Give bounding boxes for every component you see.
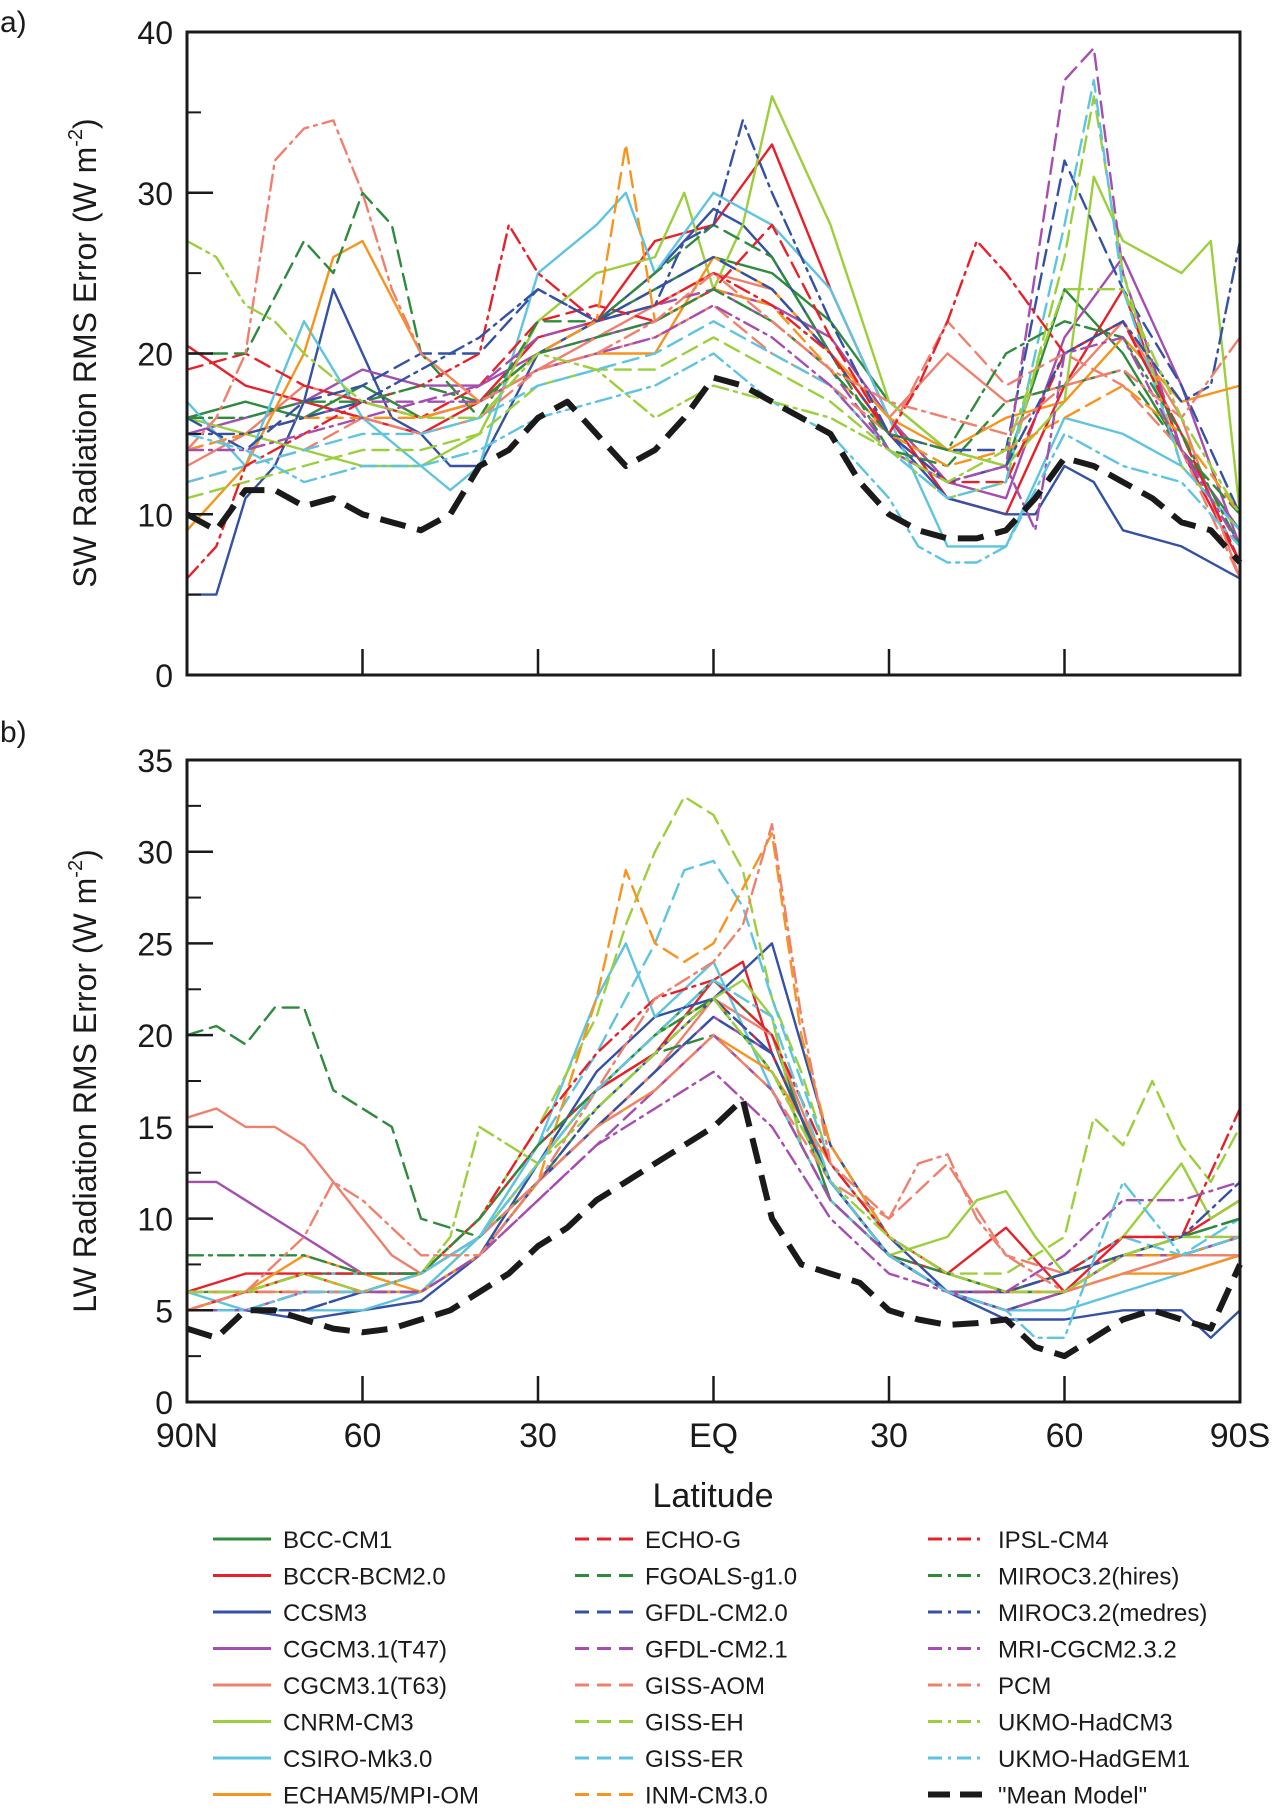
legend-label-giss-eh: GISS-EH <box>645 1710 744 1737</box>
x-tick-label: EQ <box>689 1417 738 1455</box>
series-line-a-giss-aom <box>185 304 1242 580</box>
panel-a: 0 10 20 30 40 SW Radiation RMS Error (W m-2) <box>65 15 1243 694</box>
legend-label-mri-cgcm2-3-2: MRI-CGCM2.3.2 <box>998 1637 1177 1664</box>
legend-label-cgcm3-1-t63: CGCM3.1(T63) <box>283 1673 447 1700</box>
legend-label-mean-model: "Mean Model" <box>998 1783 1147 1810</box>
x-tick-label: 90S <box>1210 1417 1271 1455</box>
y-tick-label-a: 30 <box>137 176 173 212</box>
x-tick-label: 60 <box>1046 1417 1084 1455</box>
y-tick-label-b: 5 <box>155 1293 173 1329</box>
series-line-b-giss-aom <box>185 1033 1242 1294</box>
series-line-b-fgoals-g1-0 <box>185 1006 1242 1294</box>
series-line-a-gfdl-cm2-0 <box>185 159 1242 516</box>
legend-label-miroc3-2-hires: MIROC3.2(hires) <box>998 1564 1179 1591</box>
series-line-a-ukmo-hadcm3 <box>185 239 1242 516</box>
series-line-b-ukmo-hadcm3 <box>185 997 1242 1294</box>
series-line-b-bcc-cm1 <box>185 978 1242 1312</box>
series-line-a-bcc-cm1 <box>185 255 1242 532</box>
panel-a-axes: 0 10 20 30 40 <box>137 15 1066 694</box>
series-line-b-ipsl-cm4 <box>185 978 1242 1312</box>
legend-label-bccr-bcm2-0: BCCR-BCM2.0 <box>283 1564 446 1591</box>
y-tick-label-b: 35 <box>137 743 173 779</box>
legend-label-gfdl-cm2-0: GFDL-CM2.0 <box>645 1600 788 1627</box>
series-line-b-cnrm-cm3 <box>185 978 1242 1312</box>
series-line-b-giss-eh <box>185 795 1242 1294</box>
legend-label-giss-aom: GISS-AOM <box>645 1673 765 1700</box>
legend-label-fgoals-g1-0: FGOALS-g1.0 <box>645 1564 797 1591</box>
y-tick-label-a: 40 <box>137 15 173 51</box>
y-tick-label-a: 0 <box>155 658 173 694</box>
legend-label-inm-cm3-0: INM-CM3.0 <box>645 1783 768 1810</box>
legend-label-ukmo-hadgem1: UKMO-HadGEM1 <box>998 1746 1190 1773</box>
legend-label-gfdl-cm2-1: GFDL-CM2.1 <box>645 1637 788 1664</box>
series-line-a-giss-eh <box>185 95 1242 532</box>
x-tick-label: 30 <box>519 1417 557 1455</box>
series-line-b-ukmo-hadgem1 <box>185 978 1242 1340</box>
legend-label-ukmo-hadcm3: UKMO-HadCM3 <box>998 1710 1173 1737</box>
y-tick-label-b: 0 <box>155 1385 173 1421</box>
series-line-b-cgcm3-1-t63 <box>185 997 1242 1294</box>
x-tick-label: 90N <box>156 1417 218 1455</box>
series-line-a-inm-cm3-0 <box>185 143 1242 516</box>
series-line-b-ccsm3 <box>185 942 1242 1340</box>
y-tick-label-b: 25 <box>137 926 173 962</box>
legend-label-csiro-mk3-0: CSIRO-Mk3.0 <box>283 1746 432 1773</box>
y-tick-label-a: 10 <box>137 497 173 533</box>
series-line-b-bccr-bcm2-0 <box>185 960 1242 1294</box>
series-line-b-gfdl-cm2-0 <box>185 1015 1242 1312</box>
series-line-b-giss-er <box>185 859 1242 1294</box>
legend-label-giss-er: GISS-ER <box>645 1746 744 1773</box>
panel-label-b: b) <box>0 716 27 749</box>
legend-label-bcc-cm1: BCC-CM1 <box>283 1527 392 1554</box>
y-tick-label-b: 20 <box>137 1018 173 1054</box>
series-line-a-mean-model <box>185 374 1243 565</box>
panel-b-series <box>185 795 1243 1360</box>
x-tick-label: 30 <box>870 1417 908 1455</box>
series-line-b-inm-cm3-0 <box>185 832 1242 1294</box>
y-tick-label-a: 20 <box>137 337 173 373</box>
y-tick-label-b: 30 <box>137 835 173 871</box>
series-line-a-ipsl-cm4 <box>185 223 1242 580</box>
legend-label-echo-g: ECHO-G <box>645 1527 741 1554</box>
series-line-a-giss-er <box>185 78 1242 532</box>
series-line-a-miroc3-2-medres <box>185 119 1242 484</box>
legend: BCC-CM1 BCCR-BCM2.0 CCSM3 CGCM3.1(T47) CGCM3… <box>213 1527 1207 1810</box>
series-line-a-mri-cgcm2-3-2 <box>185 304 1242 548</box>
legend-label-ccsm3: CCSM3 <box>283 1600 367 1627</box>
x-tick-label: 60 <box>344 1417 382 1455</box>
panel-a-series <box>185 46 1243 596</box>
panel-a-ylabel: SW Radiation RMS Error (W m-2) <box>65 118 103 587</box>
panel-b-ylabel: LW Radiation RMS Error (W m-2) <box>65 849 103 1312</box>
legend-label-ipsl-cm4: IPSL-CM4 <box>998 1527 1109 1554</box>
series-line-b-cgcm3-1-t47 <box>185 1015 1242 1294</box>
legend-label-cgcm3-1-t47: CGCM3.1(T47) <box>283 1637 447 1664</box>
series-line-b-miroc3-2-hires <box>185 997 1242 1294</box>
legend-label-miroc3-2-medres: MIROC3.2(medres) <box>998 1600 1207 1627</box>
legend-label-pcm: PCM <box>998 1673 1051 1700</box>
panel-b: 0 5 10 15 20 25 30 35 LW Radiation RMS Error (W… <box>65 743 1243 1421</box>
series-line-b-pcm <box>185 823 1242 1312</box>
series-line-a-csiro-mk3-0 <box>185 191 1242 548</box>
series-line-a-ukmo-hadgem1 <box>185 352 1242 564</box>
legend-label-cnrm-cm3: CNRM-CM3 <box>283 1710 414 1737</box>
y-tick-label-b: 15 <box>137 1110 173 1146</box>
series-line-a-cgcm3-1-t63 <box>185 271 1242 580</box>
panel-b-axes: 0 5 10 15 20 25 30 35 <box>137 743 1066 1421</box>
y-tick-label-b: 10 <box>137 1202 173 1238</box>
panel-label-a: a) <box>0 6 27 39</box>
series-line-b-mean-model <box>186 1096 1243 1360</box>
x-axis-label: Latitude <box>653 1477 774 1515</box>
legend-label-echam5-mpi-om: ECHAM5/MPI-OM <box>283 1783 479 1810</box>
series-line-a-pcm <box>185 119 1242 452</box>
